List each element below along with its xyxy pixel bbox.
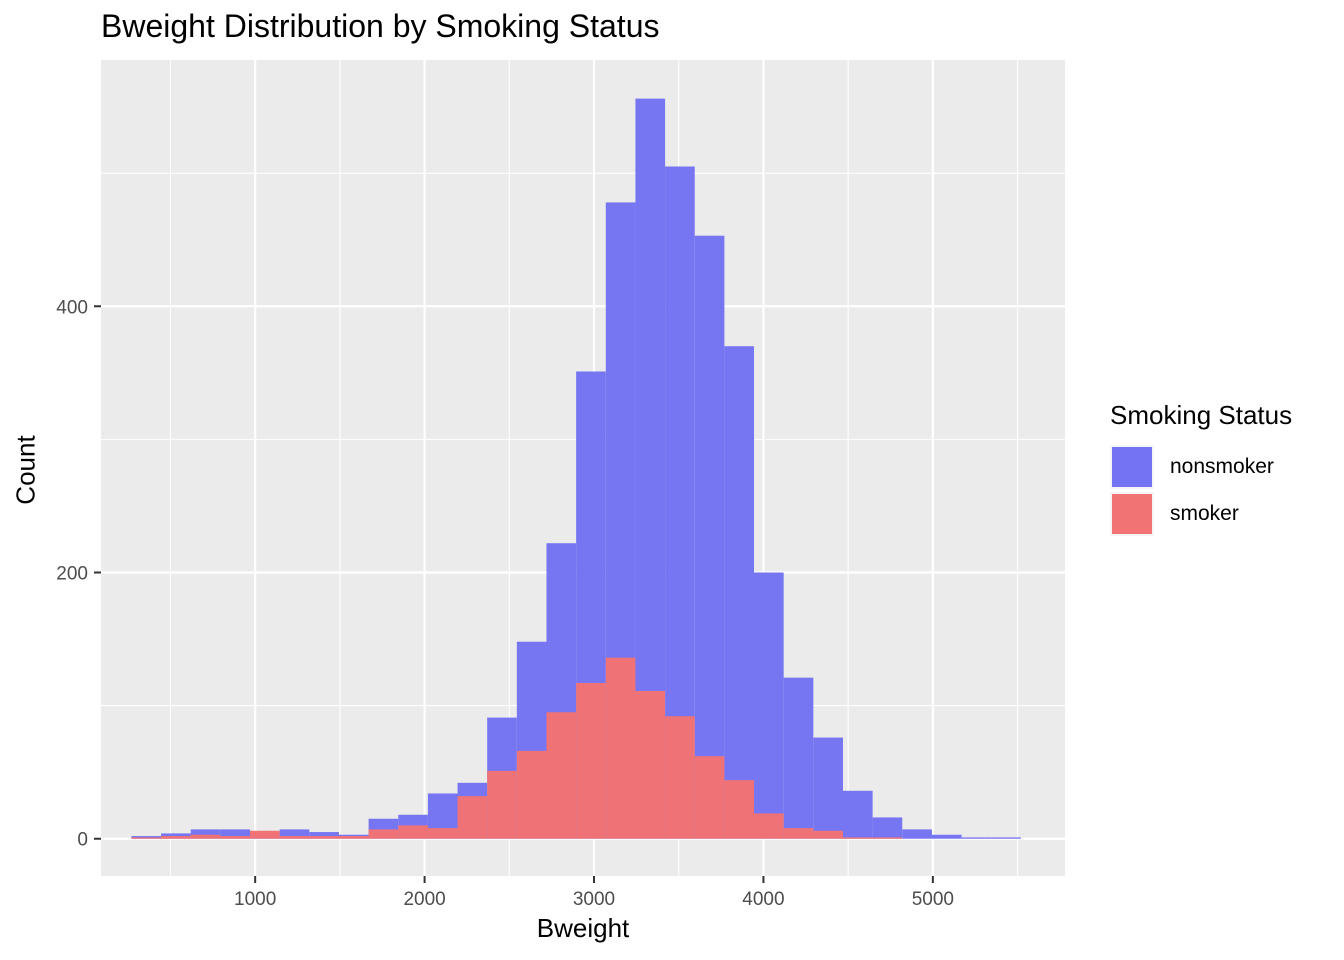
bar-smoker	[842, 837, 873, 839]
bar-nonsmoker	[902, 829, 932, 839]
bar-smoker	[665, 716, 695, 839]
bar-smoker	[605, 657, 636, 839]
bar-smoker	[813, 830, 843, 839]
bar-nonsmoker	[813, 737, 843, 839]
bar-nonsmoker	[961, 837, 992, 839]
legend-item-smoker: smoker	[1110, 490, 1292, 537]
bar-nonsmoker	[279, 829, 310, 839]
legend: Smoking Status nonsmoker smoker	[1110, 400, 1292, 537]
y-axis-title: Count	[10, 435, 41, 505]
bar-smoker	[338, 836, 369, 839]
bar-smoker	[635, 690, 666, 839]
x-axis-title: Bweight	[536, 913, 630, 943]
x-axis-ticks: 1000 2000 3000 4000 5000	[234, 876, 954, 910]
bar-nonsmoker	[724, 346, 755, 839]
smoker-bars	[131, 657, 903, 839]
bar-smoker	[457, 796, 488, 839]
bar-smoker	[190, 834, 221, 839]
bar-nonsmoker	[991, 837, 1021, 839]
bar-nonsmoker	[309, 832, 339, 839]
bar-nonsmoker	[783, 677, 814, 839]
bar-nonsmoker	[931, 834, 962, 839]
x-tick-label: 2000	[403, 889, 445, 910]
bar-nonsmoker	[131, 836, 162, 839]
bar-smoker	[309, 836, 339, 839]
bar-nonsmoker	[872, 817, 903, 839]
bar-smoker	[516, 750, 547, 839]
legend-item-nonsmoker: nonsmoker	[1110, 443, 1292, 490]
y-tick-label: 400	[56, 297, 88, 318]
chart-title: Bweight Distribution by Smoking Status	[101, 8, 660, 44]
bar-smoker	[783, 828, 814, 839]
bar-smoker	[754, 813, 784, 839]
bar-smoker	[131, 837, 162, 839]
bar-smoker	[279, 836, 310, 839]
x-tick-label: 1000	[234, 889, 276, 910]
bar-smoker	[398, 825, 428, 839]
bar-nonsmoker	[842, 790, 873, 839]
y-tick-label: 200	[56, 563, 88, 584]
legend-title: Smoking Status	[1110, 400, 1293, 430]
bar-nonsmoker	[190, 829, 221, 839]
legend-label-nonsmoker: nonsmoker	[1170, 454, 1274, 478]
legend-key-smoker	[1110, 491, 1154, 536]
bar-smoker	[724, 780, 755, 839]
bar-smoker	[694, 756, 725, 839]
bar-nonsmoker	[694, 235, 725, 839]
bar-smoker	[161, 836, 191, 839]
x-tick-label: 4000	[742, 889, 784, 910]
y-tick-label: 0	[77, 830, 88, 851]
bar-smoker	[250, 830, 280, 839]
legend-key-nonsmoker	[1110, 444, 1154, 489]
bar-smoker	[220, 836, 251, 839]
y-axis-ticks: 0 200 400	[56, 297, 101, 851]
legend-label-smoker: smoker	[1170, 501, 1239, 525]
bar-smoker	[427, 828, 458, 839]
bar-smoker	[546, 712, 577, 839]
x-tick-label: 5000	[912, 889, 954, 910]
bar-smoker	[576, 682, 606, 839]
bar-smoker	[487, 770, 517, 839]
bar-smoker	[368, 829, 399, 839]
bar-nonsmoker	[754, 572, 784, 839]
x-tick-label: 3000	[573, 889, 615, 910]
bar-nonsmoker	[220, 829, 251, 839]
bar-smoker	[872, 837, 903, 839]
